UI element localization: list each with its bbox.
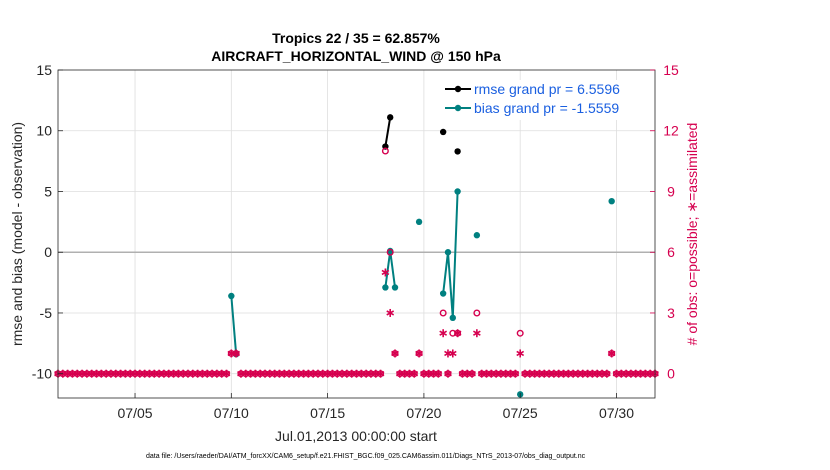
x-tick-label: 07/30 xyxy=(599,405,634,421)
x-tick-label: 07/10 xyxy=(214,405,249,421)
y-tick-label: -5 xyxy=(40,305,53,321)
y-tick-label: 15 xyxy=(36,62,52,78)
x-axis-label: Jul.01,2013 00:00:00 start xyxy=(275,428,437,444)
obs-possible-marker xyxy=(439,309,447,317)
plot-frame xyxy=(57,69,656,399)
obs-assimilated-zero-marker xyxy=(222,369,231,378)
chart-title: Tropics 22 / 35 = 62.857% xyxy=(272,30,440,46)
obs-assimilated-marker xyxy=(516,349,525,358)
rmse-point xyxy=(439,128,447,136)
obs-assimilated-marker xyxy=(607,349,616,358)
x-tick-label: 07/25 xyxy=(503,405,538,421)
bias-point xyxy=(439,290,447,297)
data-file-footer: data file: /Users/raeder/DAI/ATM_forcXX/… xyxy=(146,453,586,460)
y-tick-label: 10 xyxy=(36,123,52,139)
obs-possible-marker xyxy=(516,329,524,337)
legend-bias-marker xyxy=(454,104,462,112)
obs-assimilated-marker xyxy=(439,329,448,338)
obs-assimilated-zero-marker xyxy=(511,369,520,378)
obs-assimilated-marker xyxy=(391,349,399,358)
obs-assimilated-marker xyxy=(448,349,457,358)
y-tick-label: 5 xyxy=(44,183,52,199)
y-right-tick-label: 6 xyxy=(667,244,675,260)
legend-rmse-label: rmse grand pr = 6.5596 xyxy=(474,81,620,97)
y-axis-label: rmse and bias (model - observation) xyxy=(9,122,25,346)
bias-point xyxy=(454,188,461,195)
rmse-line-segment xyxy=(384,117,392,147)
bias-line-segment xyxy=(442,191,459,318)
bias-point xyxy=(415,218,423,226)
x-axis-ticks: 07/05 07/10 07/15 07/20 07/25 07/30 xyxy=(118,393,634,421)
obs-possible-marker xyxy=(386,248,394,256)
bias-point xyxy=(228,292,235,300)
x-tick-label: 07/05 xyxy=(118,405,153,421)
y-axis-ticks: -10 -5 0 5 10 15 xyxy=(32,62,63,382)
chart-subtitle: AIRCRAFT_HORIZONTAL_WIND @ 150 hPa xyxy=(211,48,501,64)
legend-rmse-marker xyxy=(454,85,462,93)
bias-point xyxy=(391,284,399,291)
x-tick-label: 07/15 xyxy=(310,405,345,421)
y-tick-label: -10 xyxy=(32,366,52,382)
obs-possible-marker xyxy=(381,147,389,155)
bias-point xyxy=(444,249,452,256)
legend-bias-label: bias grand pr = -1.5559 xyxy=(474,100,619,116)
obs-assimilated-marker xyxy=(232,349,241,358)
x-tick-label: 07/20 xyxy=(406,405,441,421)
plot-area xyxy=(58,70,655,398)
obs-assimilated-marker xyxy=(386,308,395,317)
y-right-tick-label: 0 xyxy=(667,366,675,382)
obs-assimilated-zero-marker xyxy=(444,369,452,378)
obs-assimilated-zero-marker xyxy=(376,369,385,378)
y-right-tick-label: 9 xyxy=(667,183,675,199)
legend-box xyxy=(440,80,652,120)
obs-assimilated-marker xyxy=(472,329,481,338)
obs-layer xyxy=(227,147,616,358)
obs-possible-marker xyxy=(449,329,457,337)
bias-point xyxy=(608,198,615,205)
y-right-axis-ticks: 0 3 6 9 12 15 xyxy=(650,62,679,382)
bias-point xyxy=(473,232,481,239)
y-right-axis-label: # of obs: o=possible; ∗=assimilated xyxy=(684,123,700,346)
rmse-point xyxy=(387,114,394,121)
bias-line-segment xyxy=(230,295,238,355)
y-tick-label: 0 xyxy=(44,244,52,260)
obs-possible-marker xyxy=(473,309,481,317)
zero-obs-layer xyxy=(54,369,659,378)
y-right-tick-label: 3 xyxy=(667,305,675,321)
bias-point xyxy=(449,314,456,322)
rmse-point xyxy=(454,148,461,155)
obs-assimilated-zero-marker xyxy=(410,369,419,378)
grid-layer xyxy=(58,70,655,398)
bias-point xyxy=(382,284,389,291)
obs-assimilated-zero-marker xyxy=(434,369,443,378)
obs-assimilated-marker xyxy=(415,349,423,358)
obs-assimilated-zero-marker xyxy=(602,369,611,378)
obs-assimilated-marker xyxy=(381,268,390,277)
obs-assimilated-zero-marker xyxy=(468,369,476,378)
y-right-tick-label: 15 xyxy=(663,62,679,78)
legend: rmse grand pr = 6.5596 bias grand pr = -… xyxy=(440,80,652,120)
obs-assimilated-marker xyxy=(453,329,462,338)
y-right-tick-label: 12 xyxy=(663,123,679,139)
